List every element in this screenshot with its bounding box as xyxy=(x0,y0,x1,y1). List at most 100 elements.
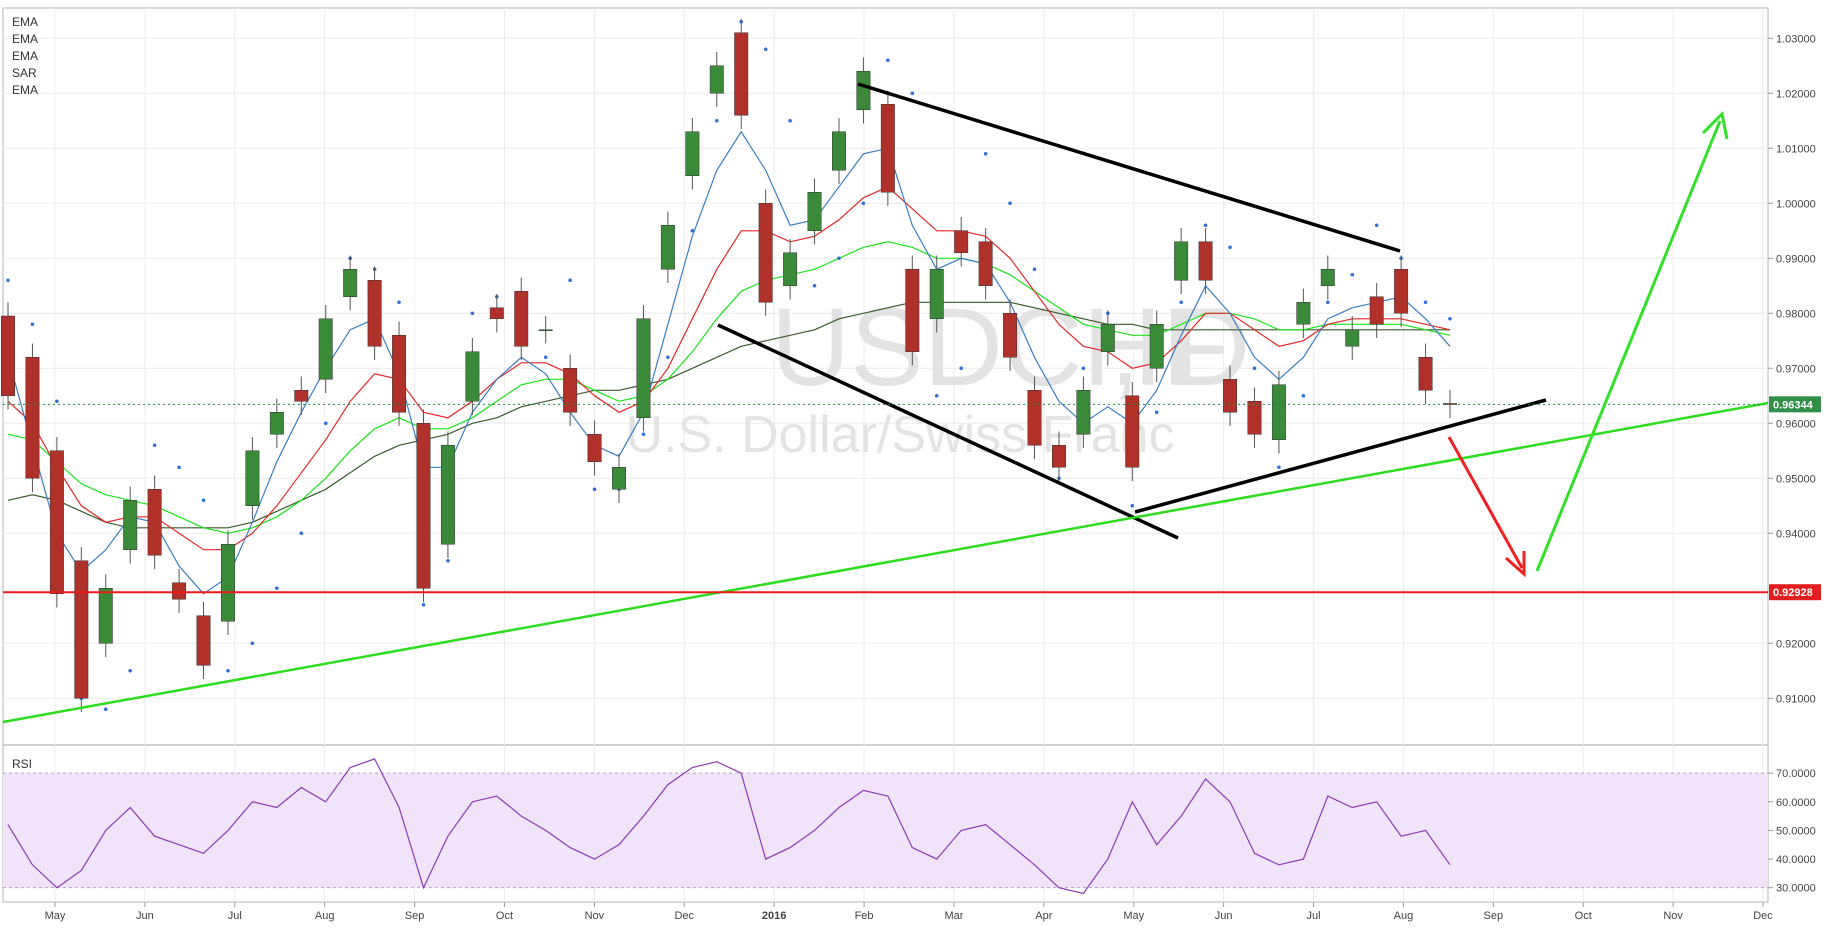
rsi-tick-label: 60.0000 xyxy=(1776,797,1816,809)
candle-body xyxy=(147,489,162,556)
candle-body xyxy=(929,269,944,319)
ema-long-line xyxy=(7,301,1450,529)
study-legend: EMA EMA EMA SAR EMA xyxy=(12,14,38,99)
y-tick-label: 1.03000 xyxy=(1776,33,1816,45)
sar-dot xyxy=(959,366,963,371)
support-price-label: 0.92928 xyxy=(1773,587,1813,599)
candle-body xyxy=(1369,296,1384,325)
candle-body xyxy=(734,32,749,116)
candle-body xyxy=(440,445,455,545)
study-ema-2[interactable]: EMA xyxy=(12,32,39,46)
sar-dot xyxy=(30,322,35,327)
candle-body xyxy=(343,269,358,297)
rsi-title: RSI xyxy=(12,757,32,771)
x-tick-label: Dec xyxy=(674,910,694,922)
candle-body xyxy=(685,131,700,176)
candle-body xyxy=(1271,384,1286,440)
candle-body xyxy=(1198,241,1213,281)
support-price-label-bg xyxy=(1769,584,1821,601)
candle-body xyxy=(783,252,798,286)
y-tick-label: 0.99000 xyxy=(1776,253,1816,265)
candle-body xyxy=(49,450,64,594)
candle-body xyxy=(74,560,89,699)
support-trendline xyxy=(1134,398,1547,514)
candle-body xyxy=(563,368,578,413)
candle-body xyxy=(489,307,504,319)
x-tick-label: Aug xyxy=(1394,910,1414,922)
x-tick-label: 2016 xyxy=(762,910,786,922)
x-tick-label: Nov xyxy=(585,910,605,922)
sar-dot xyxy=(1374,223,1379,228)
candle-body xyxy=(1100,324,1115,352)
sar-dot xyxy=(714,118,719,123)
y-tick-label: 1.02000 xyxy=(1776,88,1816,100)
candle-body xyxy=(636,318,651,418)
sar-dot xyxy=(1179,300,1183,305)
candle-body xyxy=(1247,401,1262,435)
candle-body xyxy=(587,434,602,462)
sar-dot xyxy=(1228,245,1232,250)
y-tick-label: 0.92000 xyxy=(1776,638,1816,650)
y-tick-label: 1.01000 xyxy=(1776,143,1816,155)
sar-dot xyxy=(1277,465,1281,470)
candle-body xyxy=(954,230,969,253)
candle-body xyxy=(1076,390,1091,435)
x-tick-label: Dec xyxy=(1753,910,1773,922)
price-axis[interactable]: 1.03000 1.02000 1.01000 1.00000 0.99000 0.980… xyxy=(1768,33,1816,705)
x-tick-label: Jun xyxy=(136,910,154,922)
x-tick-label: Sep xyxy=(405,910,425,922)
x-tick-label: Oct xyxy=(1575,910,1592,922)
candle-body xyxy=(465,351,480,402)
candle-body xyxy=(1418,357,1433,391)
y-tick-label: 0.91000 xyxy=(1776,693,1816,705)
time-axis[interactable]: May Jun Jul Aug Sep Oct Nov Dec 2016 Feb Mar Apr May… xyxy=(45,902,1774,922)
sar-dot xyxy=(1154,410,1159,415)
candle-body xyxy=(245,450,260,506)
x-tick-label: Sep xyxy=(1484,910,1504,922)
sar-dot xyxy=(1203,223,1208,228)
green-arrow-head xyxy=(1701,110,1729,140)
ema-lines xyxy=(7,130,1451,595)
candle-body xyxy=(196,615,211,666)
rsi-axis[interactable]: 70.0000 60.0000 50.0000 40.0000 30.0000 xyxy=(1768,768,1816,895)
y-tick-label: 0.98000 xyxy=(1776,308,1816,320)
study-sar[interactable]: SAR xyxy=(12,66,37,80)
y-tick-label: 0.97000 xyxy=(1776,363,1816,375)
ema-fast-line xyxy=(7,130,1451,595)
sar-dot xyxy=(886,58,890,63)
drawings xyxy=(2,82,1769,724)
last-price-label: 0.96344 xyxy=(1773,399,1814,411)
x-tick-label: May xyxy=(45,910,66,922)
y-tick-label: 0.95000 xyxy=(1776,473,1816,485)
sar-dot xyxy=(1130,503,1135,508)
x-tick-label: Mar xyxy=(944,910,963,922)
candle-body xyxy=(294,390,309,402)
candle-body xyxy=(1027,390,1042,446)
candle-body xyxy=(1,315,15,396)
x-tick-label: May xyxy=(1123,910,1144,922)
lower-trendline xyxy=(717,323,1179,540)
sar-dot xyxy=(103,707,108,712)
sar-dot xyxy=(1032,267,1037,272)
sar-dot xyxy=(470,311,475,316)
candle-body xyxy=(1003,313,1018,358)
sar-dot xyxy=(543,355,548,360)
study-ema-4[interactable]: EMA xyxy=(12,83,39,97)
study-ema-1[interactable]: EMA xyxy=(12,15,39,29)
candle-body xyxy=(367,280,382,347)
x-tick-label: Aug xyxy=(315,910,335,922)
rsi-tick-label: 40.0000 xyxy=(1776,854,1816,866)
x-tick-label: Oct xyxy=(496,910,513,922)
upper-trendline xyxy=(857,82,1401,253)
y-tick-label: 0.94000 xyxy=(1776,528,1816,540)
candle-body xyxy=(660,225,675,270)
sar-dot xyxy=(812,283,817,288)
sar-dot xyxy=(641,432,646,437)
candle-body xyxy=(880,104,895,193)
watermark-description: U.S. Dollar/Swiss Franc xyxy=(626,406,1175,464)
candle-body xyxy=(1223,379,1238,413)
x-tick-label: Jul xyxy=(1306,910,1320,922)
study-ema-3[interactable]: EMA xyxy=(12,49,39,63)
